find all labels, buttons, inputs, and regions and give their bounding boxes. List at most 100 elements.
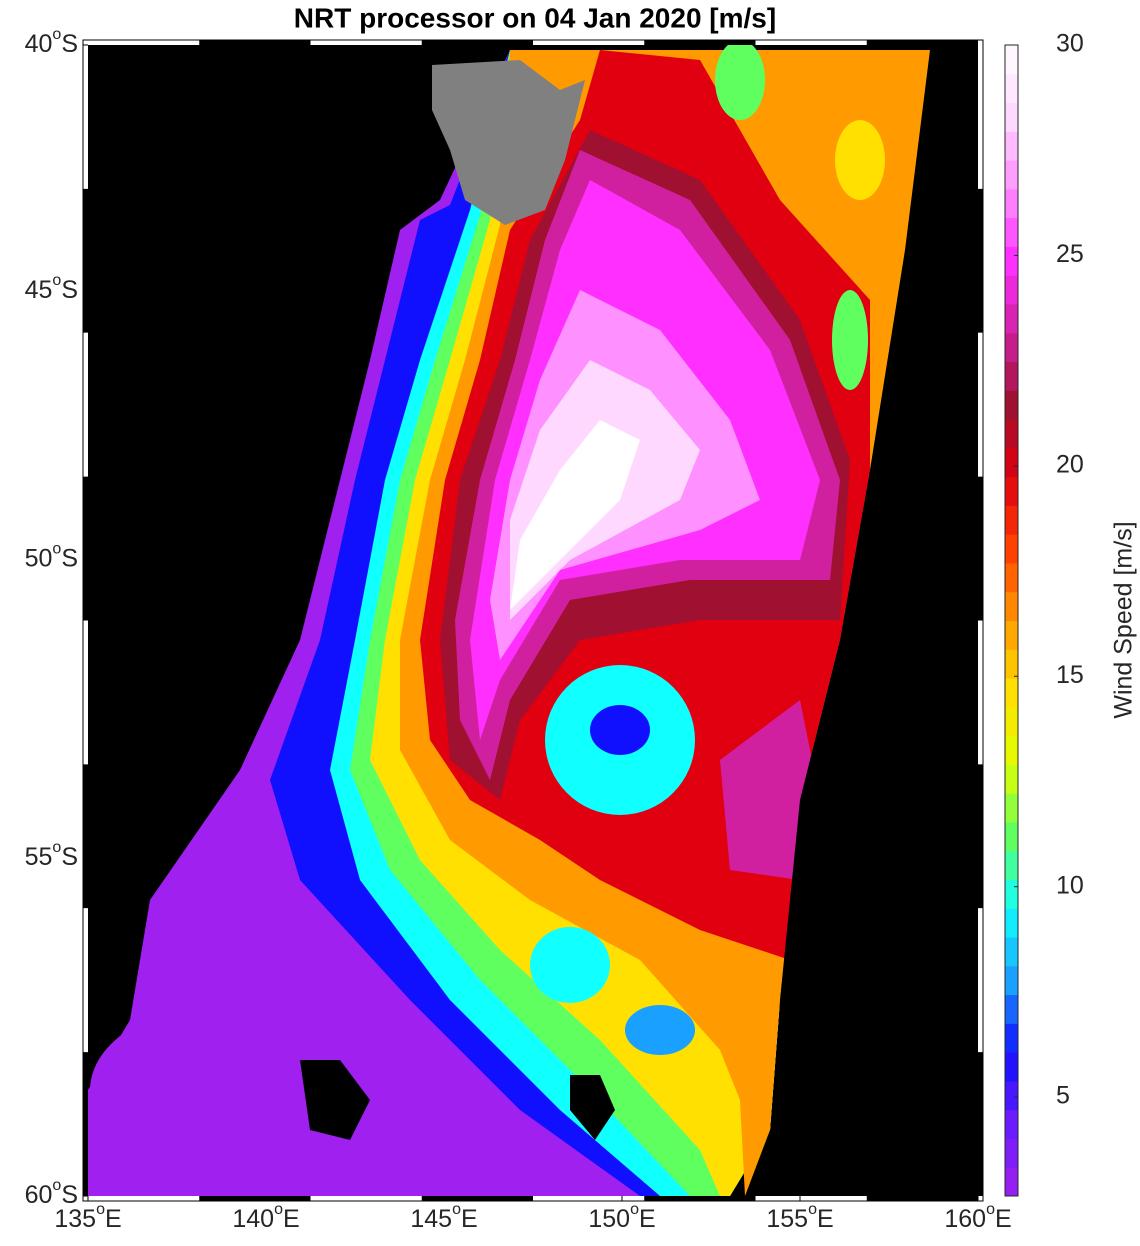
colorbar-tick-label: 10 (1056, 871, 1084, 899)
field-layer (835, 120, 885, 200)
frame-segment (83, 188, 88, 333)
frame-border (82, 39, 984, 1202)
wind-field (88, 45, 978, 1196)
frame-segment (755, 40, 867, 45)
colorbar-step (1005, 620, 1018, 650)
tick-number: 140 (232, 1205, 274, 1233)
y-tick-label: 60oS (25, 1177, 78, 1208)
land-mask (570, 1075, 615, 1140)
frame-segment (310, 40, 422, 45)
frame-segment (866, 40, 978, 45)
degree-mark: o (52, 839, 61, 856)
colorbar-step (1005, 908, 1018, 938)
x-tick-label: 160oE (944, 1201, 1011, 1232)
colorbar-step (1005, 390, 1018, 420)
frame-segment (533, 1196, 645, 1201)
colorbar-step (1005, 562, 1018, 593)
colorbar-step (1005, 764, 1018, 794)
degree-mark: o (808, 1201, 817, 1218)
hemisphere: E (105, 1205, 122, 1233)
map-frame: 135oE 140oE 145oE 150oE 155oE 160oE40oS45oS50… (25, 26, 1012, 1232)
hemisphere: E (639, 1205, 656, 1233)
frame-segment (866, 1196, 978, 1201)
tick-number: 145 (410, 1205, 452, 1233)
colorbar-step (1005, 73, 1018, 104)
frame-segment (199, 1196, 311, 1201)
x-tick-label: 150oE (588, 1201, 655, 1232)
frame-segment (978, 476, 983, 621)
tick-number: 55 (25, 843, 53, 871)
x-tick-label: 145oE (410, 1201, 477, 1232)
degree-mark: o (52, 272, 61, 289)
colorbar-step (1005, 821, 1018, 852)
colorbar: 5 10 15 20 25 30 (1004, 30, 1084, 1197)
colorbar-tick-label: 5 (1056, 1082, 1070, 1110)
colorbar-step (1005, 965, 1018, 996)
colorbar-step (1005, 678, 1018, 708)
colorbar-step (1005, 505, 1018, 535)
degree-mark: o (630, 1201, 639, 1218)
frame-segment (978, 1052, 983, 1196)
y-tick-label: 55oS (25, 839, 78, 870)
y-tick-label: 50oS (25, 541, 78, 572)
hemisphere: E (995, 1205, 1012, 1233)
hemisphere: E (461, 1205, 478, 1233)
colorbar-step (1005, 419, 1018, 449)
degree-mark: o (52, 541, 61, 558)
field-layer (530, 927, 610, 1003)
colorbar-step (1005, 1023, 1018, 1053)
colorbar-step (1005, 275, 1018, 305)
hemisphere: E (283, 1205, 300, 1233)
colorbar-step (1005, 246, 1018, 276)
frame-segment (755, 1196, 867, 1201)
colorbar-tick-label: 25 (1056, 240, 1084, 268)
degree-mark: o (52, 26, 61, 43)
colorbar-step (1005, 188, 1018, 219)
frame-segment (978, 908, 983, 1053)
colorbar-step (1005, 591, 1018, 621)
land-mask (300, 1060, 370, 1140)
colorbar-step (1005, 850, 1018, 880)
colorbar-step (1005, 1138, 1018, 1168)
tick-number: 135 (54, 1205, 96, 1233)
frame-segment (310, 1196, 422, 1201)
frame-segment (83, 764, 88, 909)
land-mask (770, 50, 978, 1196)
frame-segment (644, 1196, 756, 1201)
colorbar-step (1005, 332, 1018, 363)
frame-segment (83, 45, 88, 189)
frame-segment (978, 332, 983, 477)
colorbar-step (1005, 706, 1018, 737)
colorbar-step (1005, 879, 1018, 909)
frame-segment (83, 332, 88, 477)
tick-number: 40 (25, 30, 53, 58)
colorbar-step (1005, 1109, 1018, 1139)
field-layer (625, 1005, 695, 1055)
colorbar-step (1005, 45, 1018, 75)
colorbar-step (1005, 1167, 1018, 1197)
hemisphere: E (817, 1205, 834, 1233)
tick-number: 60 (25, 1181, 53, 1209)
x-tick-label: 155oE (766, 1201, 833, 1232)
x-tick-label: 135oE (54, 1201, 121, 1232)
colorbar-tick-label: 30 (1056, 30, 1084, 58)
colorbar-step (1005, 793, 1018, 823)
colorbar-step (1005, 1052, 1018, 1082)
field-layer (715, 45, 765, 120)
colorbar-step (1005, 1080, 1018, 1111)
frame-segment (978, 764, 983, 909)
colorbar-step (1005, 102, 1018, 132)
colorbar-label: Wind Speed [m/s] (1110, 521, 1138, 718)
frame-segment (88, 40, 200, 45)
degree-mark: o (986, 1201, 995, 1218)
colorbar-tick-label: 20 (1056, 450, 1084, 478)
colorbar-tick-label: 15 (1056, 661, 1084, 689)
colorbar-step (1005, 534, 1018, 564)
frame-segment (978, 188, 983, 333)
tick-number: 45 (25, 276, 53, 304)
colorbar-border (1004, 44, 1019, 1197)
frame-segment (533, 40, 645, 45)
hemisphere: S (61, 276, 78, 304)
colorbar-step (1005, 361, 1018, 391)
frame-segment (978, 620, 983, 765)
